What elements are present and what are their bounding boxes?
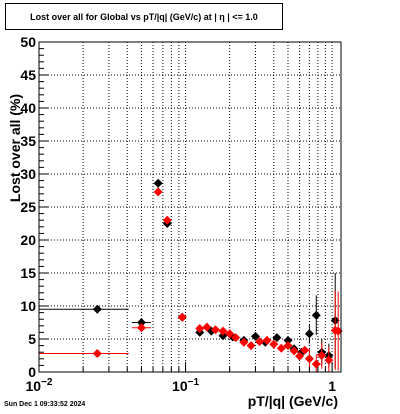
y-tick-label: 15 bbox=[20, 265, 36, 281]
data-point bbox=[246, 341, 256, 351]
data-point bbox=[324, 355, 334, 365]
y-tick-label: 25 bbox=[20, 199, 36, 215]
data-point bbox=[136, 318, 146, 327]
data-point bbox=[311, 359, 321, 369]
data-point bbox=[202, 322, 212, 332]
axes: 0 5 10 15 20 25 30 35 40 45 50 10−2 10−1 1 bbox=[20, 34, 342, 394]
x-tick-label: 10−2 bbox=[26, 377, 53, 394]
data-point bbox=[255, 337, 265, 347]
data-point bbox=[239, 337, 249, 347]
data-point bbox=[92, 304, 102, 314]
data-point bbox=[317, 351, 327, 360]
data-point bbox=[262, 335, 272, 345]
data-point bbox=[295, 351, 305, 361]
y-tick-label: 35 bbox=[20, 133, 36, 149]
data-point bbox=[283, 341, 293, 351]
data-point bbox=[304, 329, 314, 339]
data-point bbox=[218, 331, 228, 341]
timestamp: Sun Dec 1 09:33:52 2024 bbox=[4, 401, 86, 408]
data-point bbox=[162, 215, 172, 225]
x-axis-title: pT/|q| (GeV/c) bbox=[248, 393, 338, 409]
y-tick-label: 10 bbox=[20, 298, 36, 314]
series-red bbox=[39, 187, 343, 372]
data-point bbox=[195, 323, 205, 333]
data-point bbox=[218, 326, 228, 336]
y-axis-title: Lost over all (%) bbox=[7, 94, 23, 202]
y-tick-label: 20 bbox=[20, 232, 36, 248]
data-point bbox=[276, 343, 286, 353]
data-point bbox=[225, 329, 235, 339]
data-point bbox=[283, 335, 293, 345]
data-point bbox=[304, 354, 314, 364]
data-point bbox=[269, 339, 279, 349]
data-point bbox=[250, 331, 260, 341]
grid bbox=[38, 42, 341, 372]
data-point bbox=[210, 325, 220, 335]
chart-title: Lost over all for Global vs pT/|q| (GeV/… bbox=[5, 3, 283, 30]
data-point bbox=[153, 187, 163, 197]
y-tick-label: 50 bbox=[20, 34, 36, 50]
y-tick-label: 5 bbox=[28, 331, 36, 347]
data-point bbox=[92, 349, 102, 359]
data-point bbox=[300, 345, 310, 355]
data-point bbox=[153, 178, 163, 188]
y-tick-label: 30 bbox=[20, 166, 36, 182]
data-point bbox=[333, 326, 343, 336]
y-tick-label: 40 bbox=[20, 100, 36, 116]
data-point bbox=[136, 323, 146, 333]
y-tick-label: 0 bbox=[28, 364, 36, 380]
y-tick-label: 45 bbox=[20, 67, 36, 83]
data-point bbox=[231, 333, 241, 343]
x-tick-label: 10−1 bbox=[172, 377, 199, 394]
data-point bbox=[311, 310, 321, 320]
data-series bbox=[39, 178, 343, 372]
data-point bbox=[177, 312, 187, 322]
x-tick-label: 1 bbox=[328, 378, 336, 394]
data-point bbox=[272, 333, 282, 343]
data-point bbox=[289, 346, 299, 356]
